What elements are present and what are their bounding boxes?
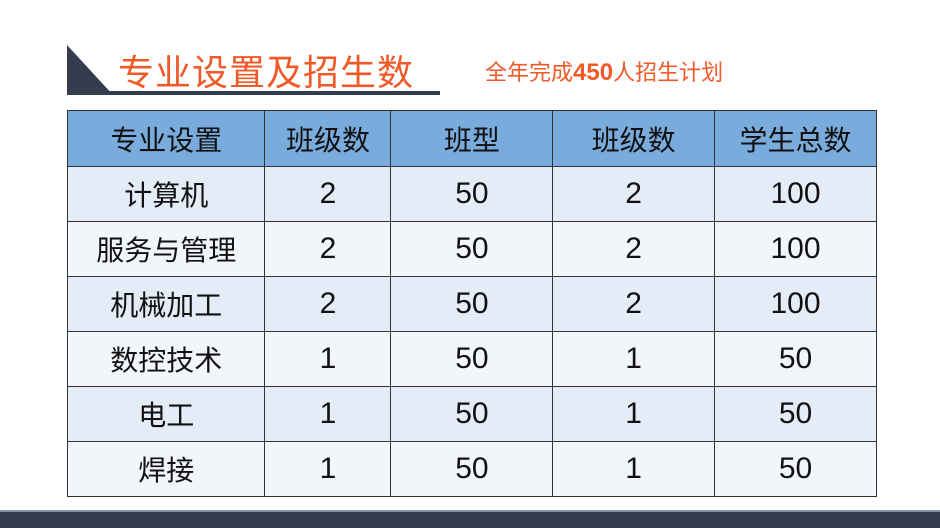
subtitle-number: 450 (573, 59, 614, 86)
footer-bar (0, 510, 940, 528)
major-name-cell: 机械加工 (66, 276, 266, 332)
value-cell: 2 (552, 276, 716, 332)
major-name-cell: 计算机 (66, 166, 266, 222)
value-cell: 50 (714, 331, 877, 387)
major-name-cell: 焊接 (66, 441, 266, 497)
value-cell: 100 (714, 221, 877, 277)
value-cell: 50 (390, 166, 554, 222)
value-cell: 1 (264, 386, 392, 442)
title-underline (67, 91, 440, 95)
subtitle-suffix: 人招生计划 (613, 61, 724, 86)
value-cell: 100 (714, 166, 877, 222)
column-header: 专业设置 (66, 110, 266, 167)
title-triangle-decoration (67, 45, 113, 95)
major-name-cell: 服务与管理 (66, 221, 266, 277)
value-cell: 2 (552, 221, 716, 277)
value-cell: 50 (714, 386, 877, 442)
value-cell: 50 (390, 276, 554, 332)
table-row: 服务与管理 2 50 2 100 (66, 221, 877, 277)
table-header-row: 专业设置 班级数 班型 班级数 学生总数 (66, 110, 877, 167)
value-cell: 2 (264, 276, 392, 332)
value-cell: 50 (390, 386, 554, 442)
column-header: 学生总数 (714, 110, 877, 167)
enrollment-table: 专业设置 班级数 班型 班级数 学生总数 计算机 2 50 2 100 服务与管理 2 50 2 100 机… (66, 110, 877, 497)
value-cell: 50 (714, 441, 877, 497)
subtitle-prefix: 全年完成 (485, 61, 574, 86)
table-row: 计算机 2 50 2 100 (66, 166, 877, 222)
table-row: 机械加工 2 50 2 100 (66, 276, 877, 332)
value-cell: 1 (552, 386, 716, 442)
major-name-cell: 数控技术 (66, 331, 266, 387)
value-cell: 1 (552, 331, 716, 387)
table-row: 电工 1 50 1 50 (66, 386, 877, 442)
value-cell: 50 (390, 441, 554, 497)
table-row: 数控技术 1 50 1 50 (66, 331, 877, 387)
value-cell: 2 (264, 166, 392, 222)
value-cell: 1 (552, 441, 716, 497)
subtitle: 全年完成450人招生计划 (485, 55, 723, 87)
value-cell: 50 (390, 331, 554, 387)
column-header: 班级数 (552, 110, 716, 167)
table-row: 焊接 1 50 1 50 (66, 441, 877, 497)
column-header: 班型 (390, 110, 554, 167)
value-cell: 1 (264, 331, 392, 387)
value-cell: 2 (552, 166, 716, 222)
column-header: 班级数 (264, 110, 392, 167)
page-title: 专业设置及招生数 (118, 53, 415, 94)
value-cell: 50 (390, 221, 554, 277)
value-cell: 1 (264, 441, 392, 497)
major-name-cell: 电工 (66, 386, 266, 442)
value-cell: 100 (714, 276, 877, 332)
value-cell: 2 (264, 221, 392, 277)
